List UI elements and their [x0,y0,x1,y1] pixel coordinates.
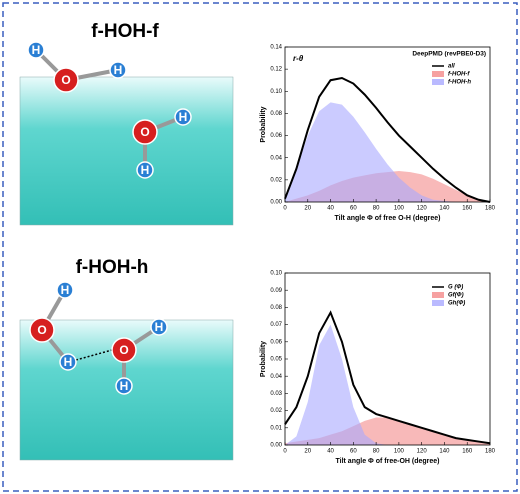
atom-label: O [119,343,128,357]
legend-swatch [432,292,444,298]
atom-label: O [140,125,149,139]
legend-label: f-HOH-h [448,80,471,86]
y-tick-label: 0.01 [270,425,282,431]
y-tick-label: 0.05 [270,357,282,363]
y-tick-label: 0.08 [270,305,282,311]
line [284,310,491,445]
x-tick-label: 180 [485,449,496,455]
y-tick-label: 0.12 [270,67,282,73]
atom-label: O [37,323,46,337]
atom [29,317,55,343]
y-tick-label: 0.14 [270,45,282,51]
legend-label: G (Φ) [448,285,463,291]
legend-swatch [432,300,444,306]
x-tick-label: 20 [304,206,311,212]
x-tick-label: 0 [283,449,287,455]
x-tick-label: 180 [485,206,496,212]
y-tick-label: 0.04 [270,374,282,380]
atom [115,377,133,395]
legend-label: Gf(Φ) [448,293,464,299]
x-tick-label: 160 [462,206,473,212]
y-tick-label: 0.06 [270,133,282,139]
y-tick-label: 0.08 [270,111,282,117]
subtitle: DeepPMD (revPBE0-D3) [412,51,486,58]
atom [136,161,154,179]
water-slab [19,76,234,226]
x-tick-label: 40 [327,206,334,212]
atom [111,337,137,363]
y-axis-label: Probability [260,106,267,142]
line [284,76,491,203]
y-tick-label: 0.00 [270,443,282,449]
atom [56,281,74,299]
y-tick-label: 0.07 [270,322,282,328]
x-tick-label: 120 [417,206,428,212]
atom-label: H [32,43,41,57]
x-tick-label: 20 [304,449,311,455]
x-tick-label: 140 [439,449,450,455]
atom-label: H [120,379,129,393]
annotation: r-θ [293,54,304,63]
x-tick-label: 60 [350,449,357,455]
atom-label: H [155,320,164,334]
y-tick-label: 0.00 [270,200,282,206]
x-axis-label: Tilt angle Φ of free O-H (degree) [335,215,441,222]
x-axis-label: Tilt angle Φ of free-OH (degree) [335,458,439,465]
x-tick-label: 160 [462,449,473,455]
atom-label: H [141,163,150,177]
y-tick-label: 0.04 [270,155,282,161]
x-tick-label: 80 [373,449,380,455]
y-tick-label: 0.06 [270,339,282,345]
area [285,102,490,202]
x-tick-label: 140 [439,206,450,212]
atom-label: H [114,63,123,77]
x-tick-label: 60 [350,206,357,212]
x-tick-label: 40 [327,449,334,455]
atom [174,108,192,126]
x-tick-label: 0 [283,206,287,212]
atom-label: H [64,355,73,369]
atom [53,67,79,93]
atom [150,318,168,336]
legend-swatch [432,79,444,85]
x-tick-label: 120 [417,449,428,455]
x-tick-label: 80 [373,206,380,212]
x-tick-label: 100 [394,206,405,212]
y-tick-label: 0.03 [270,391,282,397]
y-tick-label: 0.02 [270,177,282,183]
atom-label: O [61,73,70,87]
y-tick-label: 0.10 [270,89,282,95]
legend-label: Gh(Φ) [448,301,465,307]
y-tick-label: 0.02 [270,408,282,414]
atom-label: H [179,110,188,124]
y-axis-label: Probability [260,341,267,377]
y-tick-label: 0.10 [270,271,282,277]
legend-label: all [448,64,455,70]
atom [132,119,158,145]
diagram-title: f-HOH-f [91,21,159,42]
legend-swatch [432,71,444,77]
y-tick-label: 0.09 [270,288,282,294]
atom [59,353,77,371]
diagram-title: f-HOH-h [76,257,149,278]
x-tick-label: 100 [394,449,405,455]
legend-label: f-HOH-f [448,72,470,78]
atom [27,41,45,59]
atom [109,61,127,79]
plot-frame [284,46,491,203]
atom-label: H [61,283,70,297]
area [285,324,490,445]
